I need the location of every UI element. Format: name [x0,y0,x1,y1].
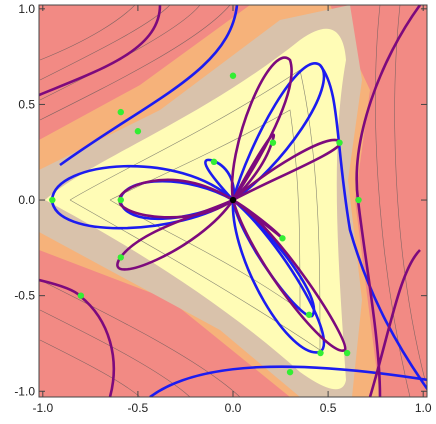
point [229,72,237,79]
point [117,196,124,204]
x-tick-label: -0.5 [128,401,149,415]
point [117,108,124,116]
point [134,128,142,135]
point [305,311,313,318]
plot-background [39,5,427,397]
y-tick-label: 0.5 [18,97,35,111]
x-tick-label: -1.0 [32,401,53,415]
point [355,196,362,204]
y-tick-label: -1.0 [14,384,35,398]
point [279,235,286,242]
y-tick-label: 0.0 [18,193,35,207]
point [269,139,277,146]
point [49,196,56,204]
point [210,158,218,165]
point [117,254,124,261]
x-tick-label: 1.0 [415,401,432,415]
point [317,349,324,357]
point [229,196,237,204]
x-tick-label: 0.0 [225,401,242,415]
x-tick-label: 0.5 [320,401,337,415]
point [336,139,343,146]
point [343,349,351,357]
y-tick-label: -0.5 [14,289,35,303]
point [77,292,85,299]
y-tick-label: 1.0 [18,2,35,16]
point [286,368,294,376]
